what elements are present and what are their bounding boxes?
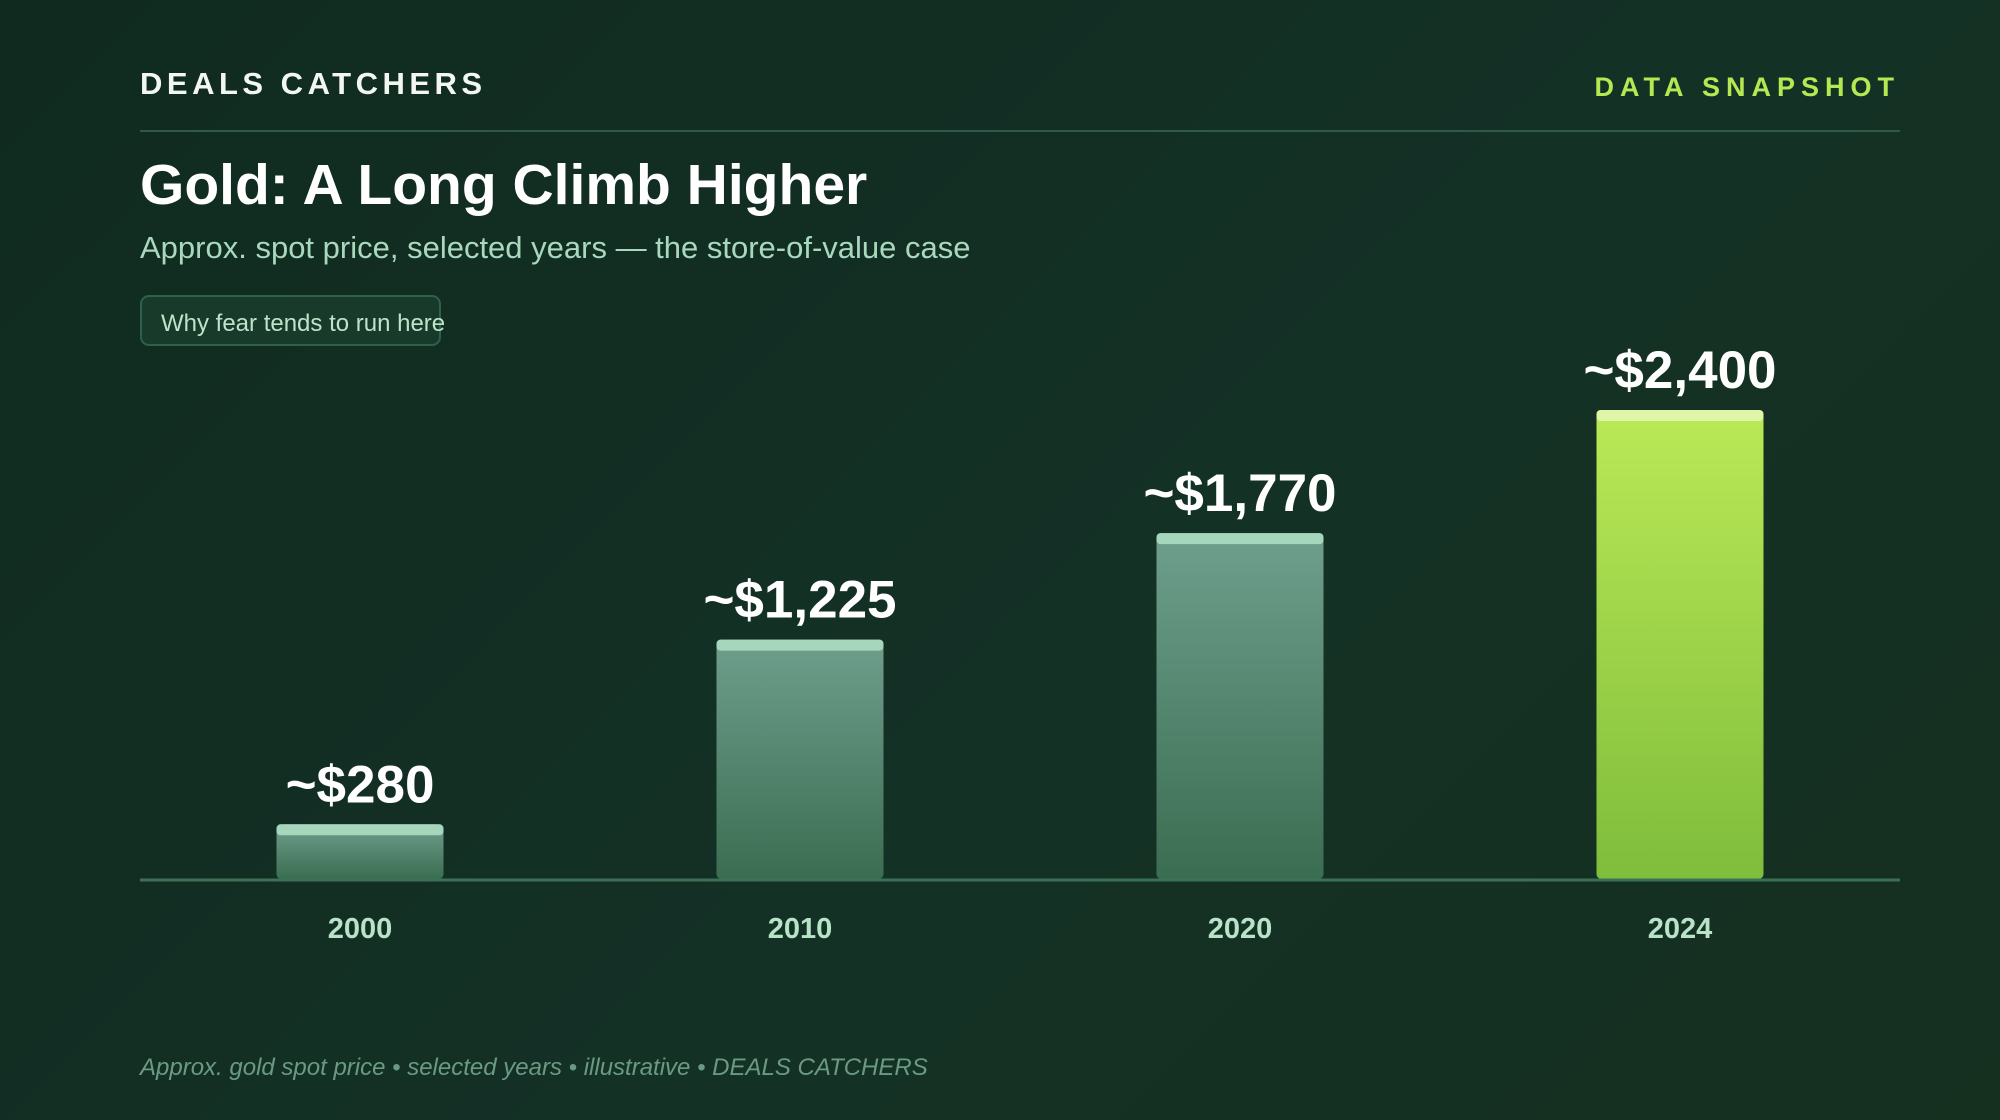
bar-2024 xyxy=(1596,410,1764,879)
bar-cap-2000 xyxy=(276,824,444,836)
x-tick-label-2010: 2010 xyxy=(768,913,833,945)
brand-name: DEALS CATCHERS xyxy=(140,66,487,101)
fear-info-pill-label: Why fear tends to run here xyxy=(161,310,446,337)
bar-cap-2010 xyxy=(716,639,884,651)
fear-info-pill[interactable]: Why fear tends to run here xyxy=(140,295,445,346)
x-tick-label-2020: 2020 xyxy=(1208,913,1273,945)
value-label-2000: ~$280 xyxy=(286,755,435,814)
data-snapshot-tag: DATA SNAPSHOT xyxy=(1594,72,1900,102)
value-label-2024: ~$2,400 xyxy=(1583,341,1776,400)
bars-group: ~$280 2000 ~$1,225 2010 ~$1,770 2020 ~$2,400 20… xyxy=(276,341,1777,945)
chart-subtitle: Approx. spot price, selected years — the… xyxy=(140,230,971,265)
footer-note: Approx. gold spot price • selected years… xyxy=(140,1054,928,1081)
bar-2020 xyxy=(1156,533,1324,879)
bar-cap-2020 xyxy=(1156,533,1324,545)
bar-cap-2024 xyxy=(1596,410,1764,421)
x-tick-label-2024: 2024 xyxy=(1648,913,1713,945)
x-tick-label-2000: 2000 xyxy=(328,913,393,945)
bar-2000 xyxy=(276,824,444,879)
bar-2010 xyxy=(716,639,884,879)
value-label-2020: ~$1,770 xyxy=(1143,464,1336,523)
chart-title: Gold: A Long Climb Higher xyxy=(140,153,868,217)
header-divider xyxy=(140,130,1900,132)
value-label-2010: ~$1,225 xyxy=(703,571,896,630)
